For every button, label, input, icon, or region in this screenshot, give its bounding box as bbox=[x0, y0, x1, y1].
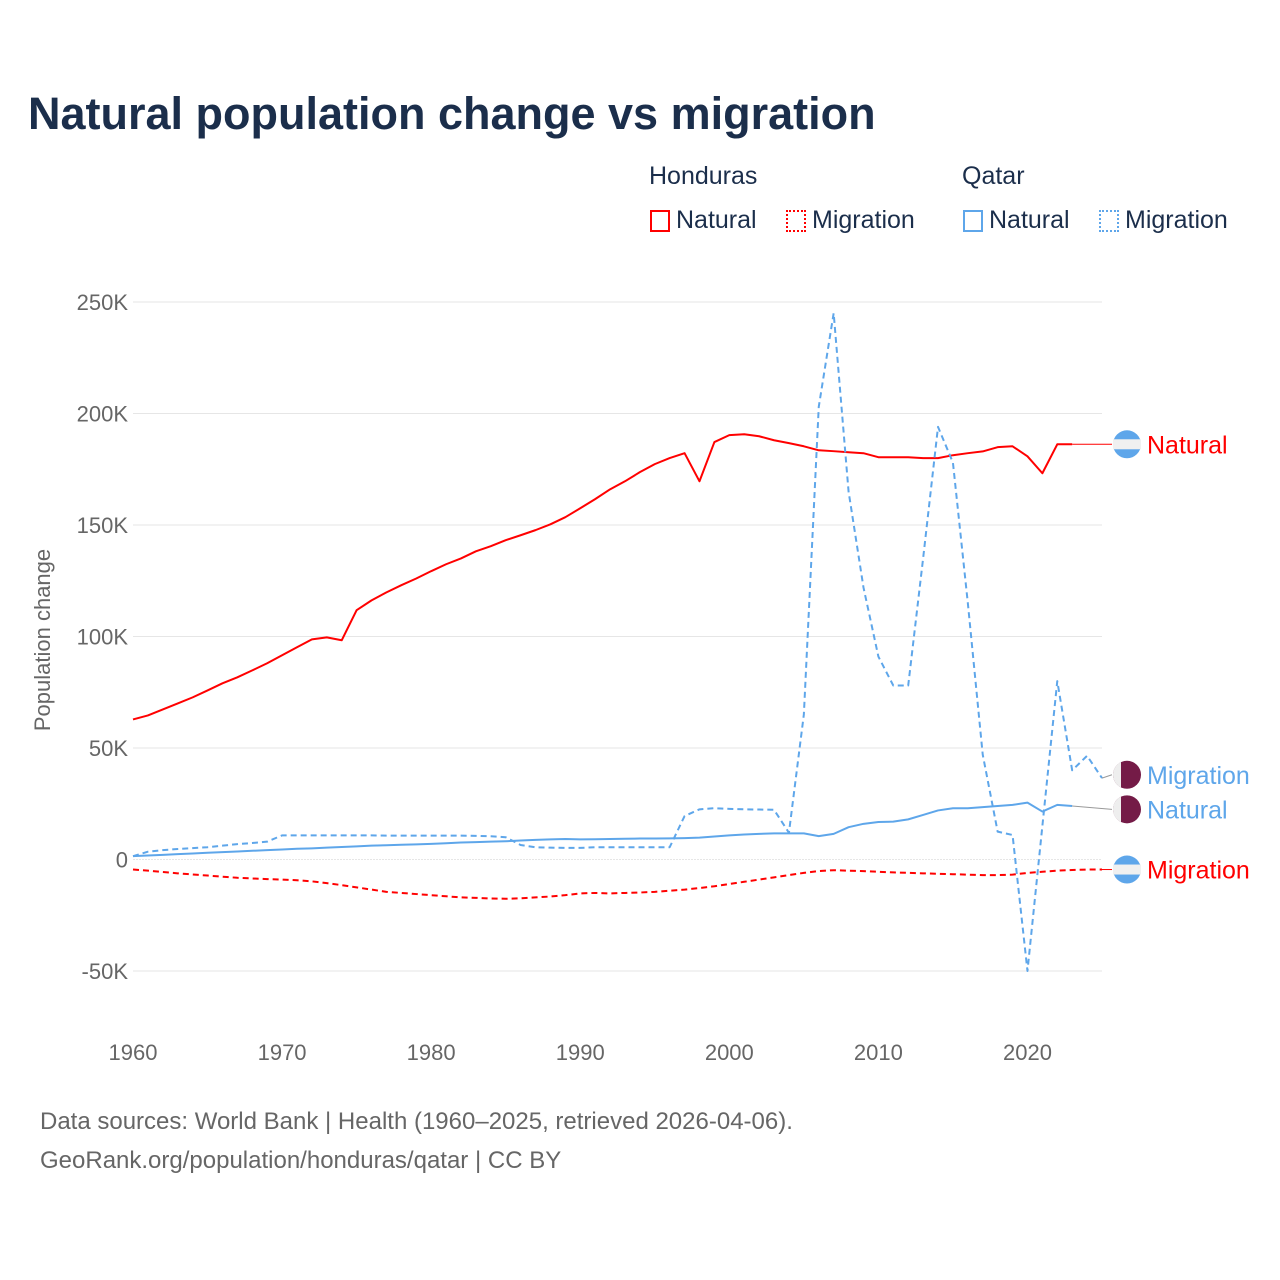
x-tick-label: 2010 bbox=[854, 1040, 903, 1065]
y-axis-label: Population change bbox=[30, 549, 55, 731]
legend-group-honduras: Honduras bbox=[649, 162, 758, 190]
y-tick-label: 150K bbox=[77, 513, 129, 538]
legend-qatar-migration[interactable]: Migration bbox=[1099, 206, 1228, 235]
x-tick-label: 1990 bbox=[556, 1040, 605, 1065]
y-tick-label: 250K bbox=[77, 290, 129, 315]
source-line: Data sources: World Bank | Health (1960–… bbox=[40, 1108, 793, 1135]
x-tick-label: 1970 bbox=[258, 1040, 307, 1065]
x-tick-label: 1980 bbox=[407, 1040, 456, 1065]
series-line-qatar-migration bbox=[132, 312, 1103, 972]
y-tick-label: 50K bbox=[89, 736, 128, 761]
chart-title: Natural population change vs migration bbox=[28, 88, 876, 139]
end-label: Natural bbox=[1147, 796, 1228, 824]
legend-swatch-solid-icon bbox=[650, 209, 670, 232]
legend-group-qatar: Qatar bbox=[962, 162, 1025, 190]
end-label-connector bbox=[1072, 805, 1113, 810]
end-label: Natural bbox=[1147, 431, 1228, 459]
legend-label: Natural bbox=[676, 206, 757, 234]
honduras-flag-icon bbox=[1113, 439, 1141, 450]
end-label: Migration bbox=[1147, 762, 1250, 790]
y-tick-label: 0 bbox=[116, 848, 128, 873]
y-tick-label: 100K bbox=[77, 625, 129, 650]
end-label-connector bbox=[1101, 774, 1113, 779]
legend-qatar-natural[interactable]: Natural bbox=[963, 206, 1070, 235]
y-tick-label: -50K bbox=[82, 959, 129, 984]
legend-label: Migration bbox=[1125, 206, 1228, 234]
series-line-honduras-natural bbox=[132, 433, 1073, 721]
honduras-flag-icon bbox=[1113, 864, 1141, 875]
series-line-qatar-natural bbox=[132, 801, 1073, 858]
series-line-honduras-migration bbox=[132, 868, 1102, 900]
attribution-line[interactable]: GeoRank.org/population/honduras/qatar | … bbox=[40, 1147, 562, 1174]
qatar-flag-icon bbox=[1112, 762, 1121, 788]
qatar-flag-icon bbox=[1112, 796, 1121, 823]
legend-swatch-dotted-icon bbox=[1099, 209, 1119, 232]
legend-swatch-solid-icon bbox=[963, 209, 983, 232]
x-tick-label: 2000 bbox=[705, 1040, 754, 1065]
y-tick-label: 200K bbox=[77, 402, 129, 427]
legend-honduras-migration[interactable]: Migration bbox=[786, 206, 915, 235]
legend-swatch-dotted-icon bbox=[786, 209, 806, 232]
x-tick-label: 2020 bbox=[1003, 1040, 1052, 1065]
end-label: Migration bbox=[1147, 857, 1250, 885]
legend-label: Migration bbox=[812, 206, 915, 234]
x-tick-label: 1960 bbox=[109, 1040, 158, 1065]
legend-honduras-natural[interactable]: Natural bbox=[650, 206, 757, 235]
legend-label: Natural bbox=[989, 206, 1070, 234]
